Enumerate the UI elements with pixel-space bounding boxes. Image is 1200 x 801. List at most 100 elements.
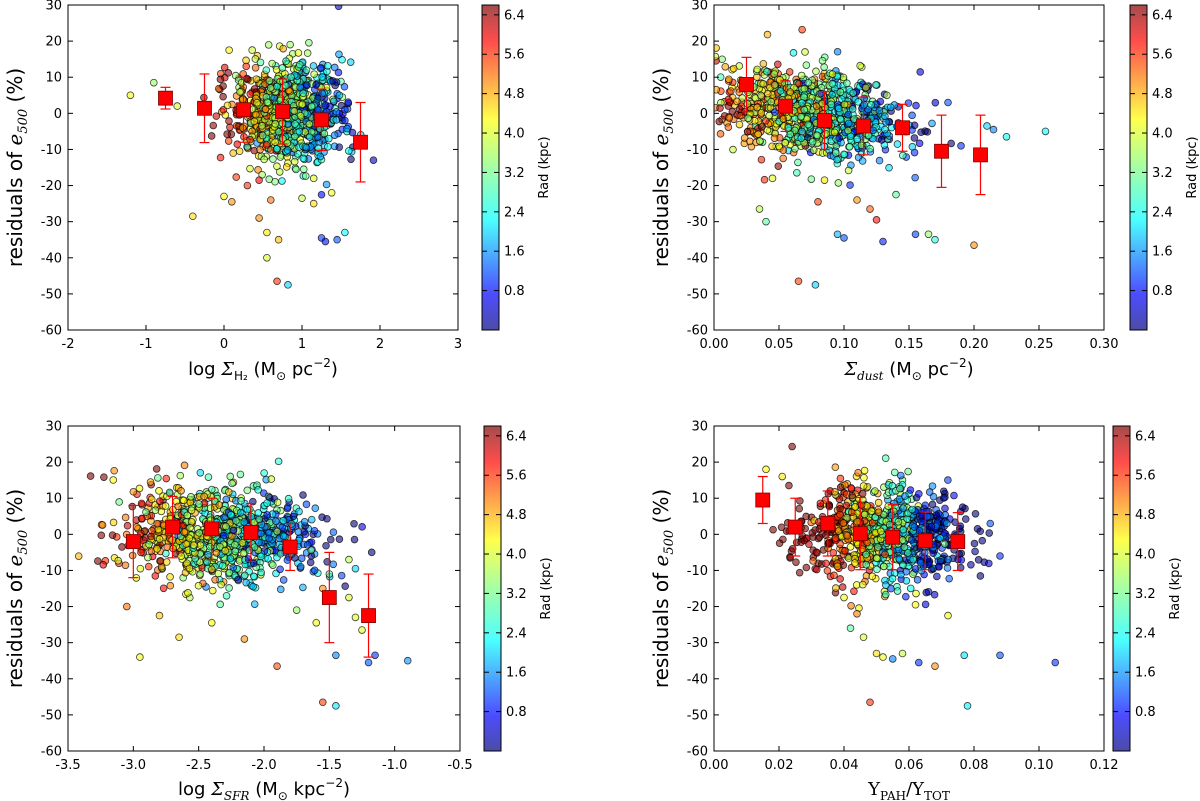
x-tick-label: 3 <box>454 337 462 352</box>
scatter-point <box>941 540 949 548</box>
scatter-point <box>128 502 137 511</box>
scatter-point <box>310 526 319 535</box>
scatter-point <box>237 497 245 505</box>
colorbar-tick-label: 2.4 <box>1152 205 1173 220</box>
scatter-point <box>776 76 784 84</box>
median-marker <box>361 573 376 658</box>
scatter-point <box>303 541 312 549</box>
scatter-point <box>206 504 215 513</box>
median-marker <box>917 511 933 571</box>
scatter-point <box>310 70 318 78</box>
x-tick-label: 0.15 <box>895 337 924 352</box>
scatter-point <box>971 547 979 556</box>
scatter-point <box>785 481 793 490</box>
scatter-point <box>906 486 915 494</box>
scatter-point <box>854 468 862 477</box>
y-axis-label: residuals of e500 (%) <box>649 489 677 688</box>
scatter-point <box>762 217 770 226</box>
colorbar-tick-label: 4.0 <box>1135 548 1156 563</box>
scatter-point <box>251 63 260 72</box>
scatter-point <box>183 511 192 520</box>
scatter-point <box>835 134 843 142</box>
scatter-point <box>222 495 230 504</box>
scatter-point <box>345 555 353 564</box>
scatter-point <box>1051 658 1060 667</box>
colorbar-gradient <box>481 4 500 331</box>
scatter-point <box>222 522 230 531</box>
scatter-point <box>779 154 787 163</box>
scatter-point <box>279 576 288 584</box>
scatter-point <box>939 487 948 496</box>
scatter-point <box>110 466 118 475</box>
scatter-point <box>931 98 940 107</box>
scatter-point <box>153 545 161 553</box>
scatter-point <box>248 46 256 54</box>
scatter-point <box>240 635 249 643</box>
scatter-point <box>246 135 254 144</box>
scatter-point <box>121 513 130 522</box>
median-square <box>204 521 220 537</box>
scatter-point <box>271 138 279 146</box>
median-marker <box>885 504 901 571</box>
scatter-point <box>136 564 145 573</box>
scatter-point <box>716 104 724 112</box>
median-square <box>275 104 290 119</box>
scatter-point <box>330 63 339 72</box>
scatter-point <box>292 165 300 174</box>
y-tick-label: -10 <box>41 143 62 158</box>
scatter-point <box>853 609 861 618</box>
scatter-point <box>222 592 231 600</box>
scatter-point <box>770 134 779 143</box>
scatter-point <box>200 492 208 501</box>
x-tick-label: 0.00 <box>700 758 729 773</box>
scatter-point <box>888 574 897 583</box>
scatter-point <box>186 523 194 532</box>
scatter-point <box>761 117 770 125</box>
scatter-point <box>860 101 869 109</box>
y-tick-label: -20 <box>41 600 62 615</box>
scatter-point <box>283 139 292 147</box>
scatter-point <box>883 91 891 100</box>
scatter-point <box>931 662 939 670</box>
scatter-point <box>345 147 353 155</box>
scatter-point <box>344 98 352 106</box>
scatter-point <box>318 89 327 98</box>
scatter-point <box>262 66 271 74</box>
scatter-point <box>229 149 237 157</box>
scatter-point <box>928 482 937 490</box>
scatter-point <box>714 85 721 94</box>
scatter-point <box>300 518 309 526</box>
colorbar-tick-label: 5.6 <box>1152 48 1173 63</box>
colorbar-tick-label: 1.6 <box>504 245 525 260</box>
scatter-point <box>254 166 262 174</box>
scatter-point <box>335 143 344 151</box>
scatter-point <box>859 482 868 490</box>
scatter-point <box>797 71 806 80</box>
scatter-point <box>775 539 784 547</box>
scatter-point <box>763 67 771 76</box>
scatter-point <box>284 281 292 289</box>
scatter-point <box>177 552 186 560</box>
scatter-point <box>309 62 318 70</box>
scatter-point <box>307 102 316 111</box>
scatter-point <box>950 491 958 500</box>
scatter-point <box>367 548 376 557</box>
chart-panel-1: -2 -1 0 1 2 3-60-50-40-30-20-100102030residua… <box>3 0 552 383</box>
scatter-point <box>908 111 916 120</box>
scatter-point <box>768 142 776 151</box>
scatter-point <box>263 253 271 262</box>
scatter-point <box>350 519 358 528</box>
scatter-point <box>204 473 213 481</box>
scatter-point <box>265 534 273 543</box>
scatter-point <box>321 101 329 110</box>
scatter-point <box>714 52 720 61</box>
y-tick-label: -50 <box>41 287 62 302</box>
scatter-point <box>238 124 247 132</box>
x-tick-label: 0.30 <box>1090 337 1119 352</box>
scatter-point <box>944 555 952 564</box>
scatter-point <box>922 588 931 597</box>
scatter-point <box>915 490 923 498</box>
scatter-point <box>874 498 883 507</box>
scatter-point <box>94 557 102 565</box>
scatter-point <box>912 101 920 110</box>
